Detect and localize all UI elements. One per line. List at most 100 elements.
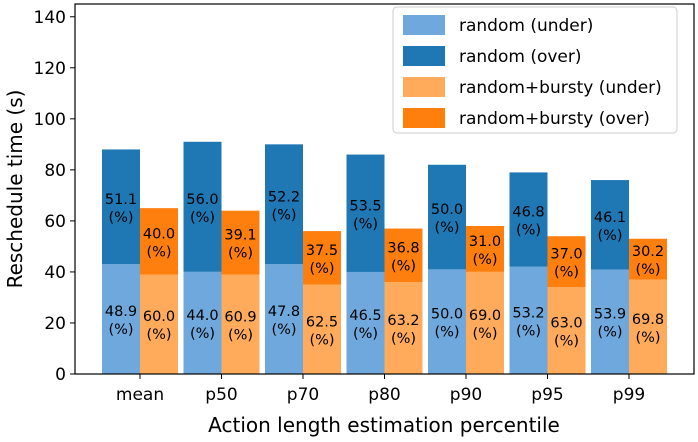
bar-label-unit: (%) [146, 244, 171, 260]
bar-label-unit: (%) [353, 216, 378, 232]
bar-label-unit: (%) [554, 334, 579, 350]
bar-label-unit: (%) [472, 252, 497, 268]
bar-label-unit: (%) [309, 261, 334, 277]
y-tick-label: 40 [44, 263, 66, 283]
bar-bursty-over-p70 [303, 231, 341, 285]
bar-label-bursty-over-p90: 31.0 [469, 234, 501, 250]
bar-label-random-over-mean: 51.1 [105, 192, 137, 208]
bar-label-unit: (%) [391, 258, 416, 274]
y-tick-label: 20 [44, 314, 66, 334]
bar-random-over-p95 [509, 172, 548, 267]
bar-label-unit: (%) [190, 210, 215, 226]
bar-label-random-over-p70: 52.2 [268, 189, 300, 205]
bar-random-over-p50 [183, 141, 222, 272]
bar-label-bursty-over-p95: 37.0 [550, 247, 582, 263]
legend-swatch-random-under [403, 15, 445, 35]
bar-bursty-under-mean [140, 274, 178, 374]
x-axis: mean p50 p70 p80 p90 p95 p99 [116, 374, 645, 405]
bar-label-random-under-p70: 47.8 [268, 304, 300, 320]
x-axis-label: Action length estimation percentile [208, 413, 560, 437]
x-tick-label-p99: p99 [613, 385, 645, 405]
bar-label-unit: (%) [635, 330, 660, 346]
bar-label-random-under-p50: 44.0 [186, 308, 218, 324]
bar-random-under-mean [102, 264, 140, 374]
bar-random-under-p99 [591, 269, 629, 374]
legend-label-random-under: random (under) [459, 16, 593, 36]
bar-random-over-mean [102, 149, 140, 265]
bar-label-random-under-p90: 50.0 [431, 307, 463, 323]
bar-random-over-p99 [591, 180, 629, 270]
bar-label-unit: (%) [434, 220, 459, 236]
bar-label-random-under-p95: 53.2 [512, 305, 544, 321]
bar-label-unit: (%) [146, 327, 171, 343]
bar-random-under-p70 [265, 264, 303, 374]
bar-random-over-p90 [428, 164, 466, 270]
x-tick-label-p70: p70 [287, 385, 319, 405]
bar-bursty-over-mean [140, 208, 178, 275]
bar-label-unit: (%) [228, 246, 253, 262]
bar-label-random-over-p95: 46.8 [512, 205, 544, 221]
bar-label-unit: (%) [228, 327, 253, 343]
bar-bursty-over-p99 [629, 238, 667, 280]
y-tick-label: 0 [55, 365, 66, 385]
bar-label-unit: (%) [434, 325, 459, 341]
legend: random (under) random (over) random+burs… [392, 6, 678, 134]
y-tick-label: 60 [44, 212, 66, 232]
bar-bursty-under-p99 [629, 279, 667, 374]
bar-label-unit: (%) [271, 322, 296, 338]
bar-label-unit: (%) [190, 326, 215, 342]
bar-label-bursty-under-p99: 69.8 [632, 312, 664, 328]
bar-label-random-under-mean: 48.9 [105, 304, 137, 320]
bar-label-unit: (%) [391, 331, 416, 347]
legend-swatch-bursty-under [403, 77, 445, 97]
bar-bursty-over-p90 [466, 226, 504, 272]
bar-bursty-under-p80 [384, 282, 423, 374]
bar-label-random-under-p80: 46.5 [349, 308, 381, 324]
legend-swatch-bursty-over [403, 108, 445, 128]
x-tick-label-p50: p50 [205, 385, 237, 405]
legend-swatch-random-over [403, 46, 445, 66]
x-tick-label-p90: p90 [450, 385, 482, 405]
legend-label-bursty-under: random+bursty (under) [459, 78, 662, 98]
y-axis-label: Reschedule time (s) [3, 90, 27, 289]
bar-label-bursty-under-p50: 60.9 [224, 309, 256, 325]
y-axis: 0 20 40 60 80 100 120 140 [34, 8, 75, 385]
bar-label-bursty-under-p90: 69.0 [469, 308, 501, 324]
bar-label-random-over-p90: 50.0 [431, 202, 463, 218]
bar-label-unit: (%) [635, 262, 660, 278]
bar-random-under-p50 [183, 271, 222, 374]
bar-label-bursty-over-p80: 36.8 [387, 240, 419, 256]
legend-frame [392, 6, 678, 134]
bar-label-unit: (%) [472, 326, 497, 342]
bar-random-under-p95 [509, 266, 548, 374]
bar-random-over-p70 [265, 144, 303, 265]
bar-label-unit: (%) [597, 228, 622, 244]
bar-label-unit: (%) [309, 332, 334, 348]
y-tick-label: 100 [34, 110, 66, 130]
bar-label-bursty-under-p80: 63.2 [387, 313, 419, 329]
bar-random-over-p80 [346, 154, 385, 272]
bar-bursty-over-p50 [221, 210, 260, 275]
legend-label-bursty-over: random+bursty (over) [459, 109, 650, 129]
bar-label-bursty-under-p70: 62.5 [306, 314, 338, 330]
bar-label-random-over-p99: 46.1 [594, 210, 626, 226]
bar-label-unit: (%) [108, 210, 133, 226]
y-tick-label: 80 [44, 161, 66, 181]
plot-area: 51.1 (%) 48.9 (%) 40.0 (%) 60.0 (%) 56.0 (%) 44.0 (… [102, 141, 667, 374]
bar-label-bursty-over-mean: 40.0 [143, 226, 175, 242]
bar-label-unit: (%) [271, 207, 296, 223]
bar-bursty-over-p95 [547, 236, 586, 288]
x-tick-label-p95: p95 [531, 385, 563, 405]
bar-label-unit: (%) [597, 325, 622, 341]
bar-label-bursty-under-p95: 63.0 [550, 316, 582, 332]
x-tick-label-p80: p80 [368, 385, 400, 405]
bar-label-unit: (%) [516, 323, 541, 339]
bar-bursty-over-p80 [384, 228, 423, 283]
bar-bursty-under-p95 [547, 287, 586, 374]
bar-label-bursty-over-p70: 37.5 [306, 243, 338, 259]
bar-random-under-p80 [346, 271, 385, 374]
bar-label-unit: (%) [554, 265, 579, 281]
bar-label-unit: (%) [516, 223, 541, 239]
y-tick-label: 120 [34, 59, 66, 79]
